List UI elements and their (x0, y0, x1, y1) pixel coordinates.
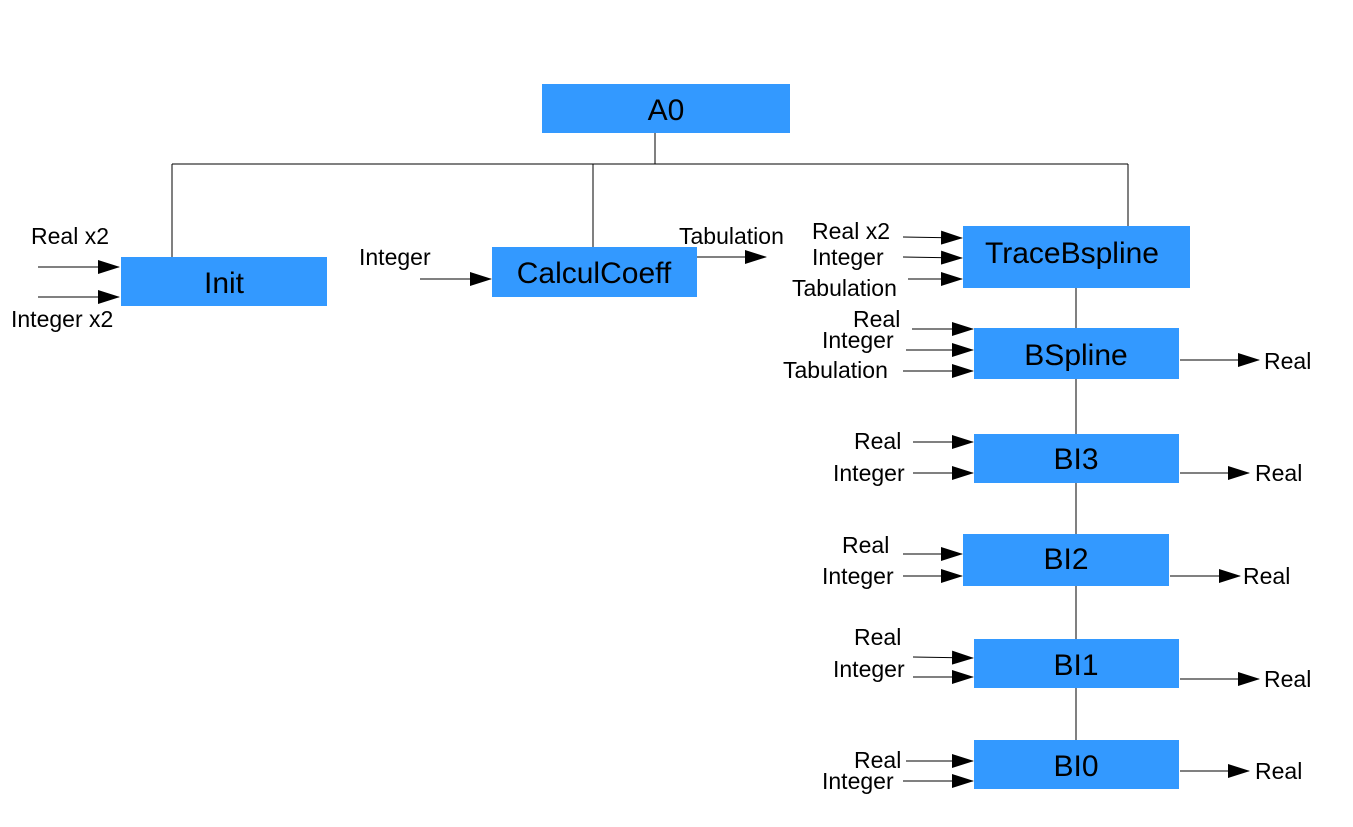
calculcoeff-box: CalculCoeff (492, 247, 697, 297)
init-in-real-label: Real x2 (31, 223, 109, 249)
bi1-in-integer-label: Integer (833, 656, 905, 682)
trace-in-integer-label: Integer (812, 244, 884, 270)
bi3-in-integer-label: Integer (833, 460, 905, 486)
bi2-in-real-label: Real (842, 532, 889, 558)
init-box: Init (121, 257, 327, 306)
bi1-box: BI1 (974, 639, 1179, 688)
bspline-in-real-label: Real (853, 306, 900, 332)
bi2-box: BI2 (963, 534, 1169, 586)
bspline-in-tabulation-label: Tabulation (783, 357, 888, 383)
trace-in-tabulation-label: Tabulation (792, 275, 897, 301)
bi1-in-real-label: Real (854, 624, 901, 650)
bi0-in-real-label: Real (854, 747, 901, 773)
bi0-box-rect (974, 740, 1179, 789)
bspline-box-label: BSpline (1024, 339, 1127, 372)
init-box-rect (121, 257, 327, 306)
bi1-in-real-arrow (912, 650, 974, 665)
calculcoeff-box-label: CalculCoeff (517, 257, 672, 290)
a0-box-rect (542, 84, 790, 133)
trace-in-real-arrow (902, 230, 963, 245)
bi3-out-real-label: Real (1255, 460, 1302, 486)
tracebspline-box-rect (963, 226, 1190, 288)
bi3-in-real-label: Real (854, 428, 901, 454)
calculcoeff-box-rect (492, 247, 697, 297)
bi2-box-label: BI2 (1043, 543, 1088, 576)
bi3-box-rect (974, 434, 1179, 483)
calculcoeff-in-integer-label: Integer (359, 244, 431, 270)
a0-box: A0 (542, 84, 790, 133)
port-arrows (38, 230, 1260, 788)
trace-in-integer-arrow (902, 250, 963, 265)
bi0-box: BI0 (974, 740, 1179, 789)
bi3-box: BI3 (974, 434, 1179, 483)
bi2-in-integer-label: Integer (822, 563, 894, 589)
bspline-in-integer-label: Integer (822, 327, 894, 353)
bi0-out-real-label: Real (1255, 758, 1302, 784)
bi1-box-label: BI1 (1053, 649, 1098, 682)
bspline-box: BSpline (974, 328, 1179, 379)
bi1-out-real-label: Real (1264, 666, 1311, 692)
init-in-integer-label: Integer x2 (11, 306, 113, 332)
bi1-box-rect (974, 639, 1179, 688)
tree-connectors (171, 133, 1129, 740)
tracebspline-box: TraceBspline (963, 226, 1190, 288)
bspline-box-rect (974, 328, 1179, 379)
bi2-out-real-label: Real (1243, 563, 1290, 589)
bi0-box-label: BI0 (1053, 750, 1098, 783)
bi3-box-label: BI3 (1053, 443, 1098, 476)
tracebspline-box-label: TraceBspline (985, 237, 1159, 270)
bi0-in-integer-label: Integer (822, 768, 894, 794)
trace-in-real-label: Real x2 (812, 218, 890, 244)
init-box-label: Init (204, 267, 245, 300)
bi2-box-rect (963, 534, 1169, 586)
calculcoeff-out-tabulation-label: Tabulation (679, 223, 784, 249)
bspline-out-real-label: Real (1264, 348, 1311, 374)
port-labels: Real x2 Integer x2 Integer Tabulation Re… (11, 218, 1311, 794)
a0-box-label: A0 (648, 94, 685, 127)
